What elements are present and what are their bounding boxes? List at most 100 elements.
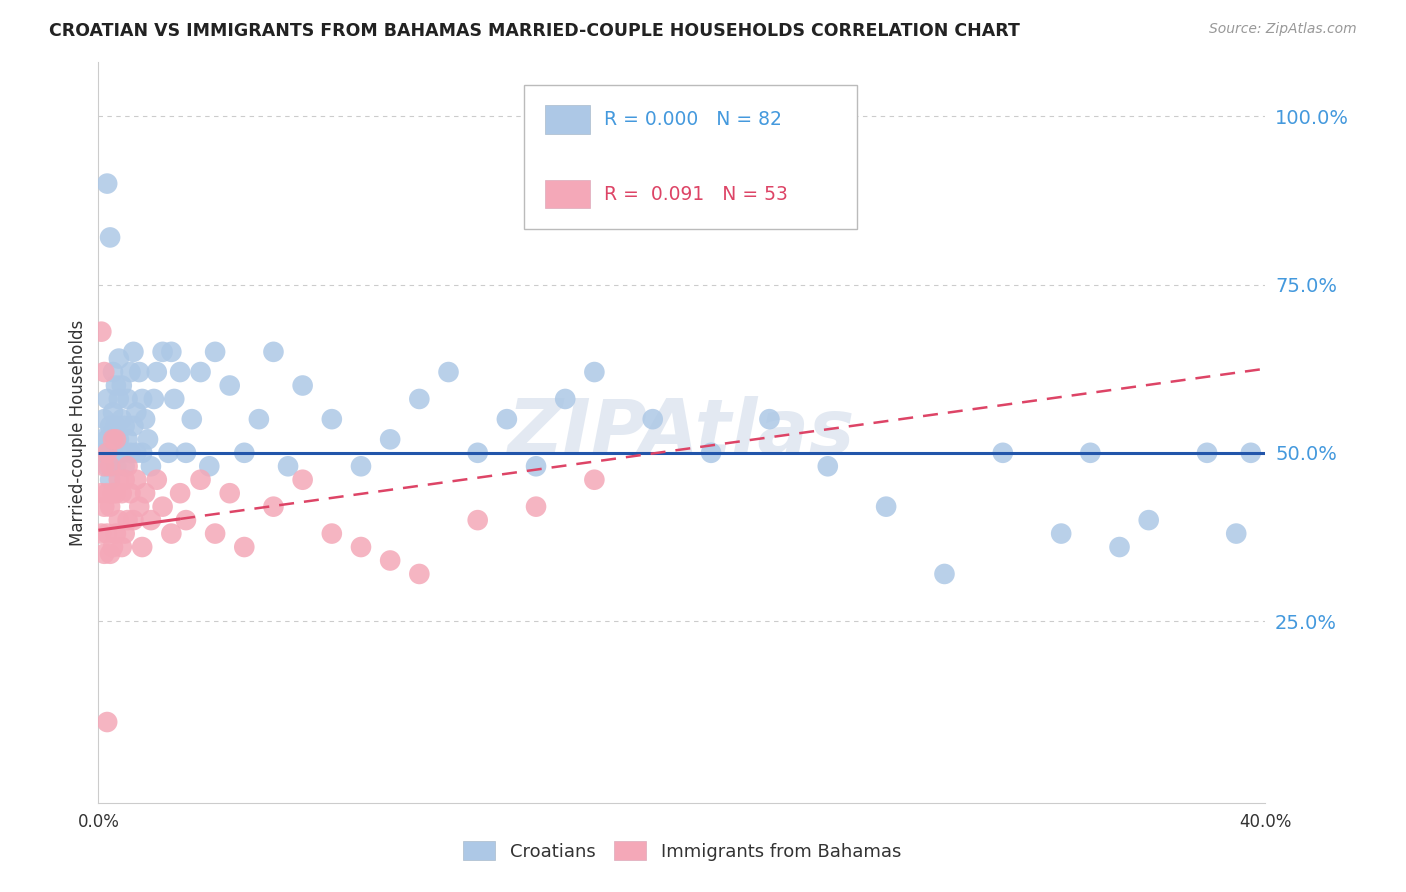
Point	[291, 378, 314, 392]
Point	[111, 446, 134, 460]
Point	[108, 473, 131, 487]
Point	[98, 500, 121, 514]
Point	[190, 473, 212, 487]
Point	[128, 365, 150, 379]
Point	[321, 526, 343, 541]
Bar	[546, 105, 589, 134]
Point	[131, 540, 153, 554]
Point	[1225, 526, 1247, 541]
Point	[93, 500, 115, 514]
Point	[169, 486, 191, 500]
Point	[380, 433, 402, 447]
Point	[1137, 513, 1160, 527]
Point	[218, 378, 240, 392]
Text: R = 0.000   N = 82: R = 0.000 N = 82	[603, 110, 782, 129]
Point	[93, 412, 115, 426]
Point	[93, 459, 115, 474]
Point	[96, 446, 118, 460]
Point	[1195, 446, 1218, 460]
Point	[90, 325, 112, 339]
Point	[583, 365, 606, 379]
Point	[98, 473, 121, 487]
Point	[233, 540, 256, 554]
Point	[262, 344, 284, 359]
Point	[174, 513, 197, 527]
Point	[114, 526, 136, 541]
Text: Source: ZipAtlas.com: Source: ZipAtlas.com	[1209, 22, 1357, 37]
Point	[641, 412, 664, 426]
Point	[104, 433, 127, 447]
Point	[98, 418, 121, 433]
Point	[98, 547, 121, 561]
Point	[204, 526, 226, 541]
Point	[131, 446, 153, 460]
Point	[247, 412, 270, 426]
Point	[117, 433, 139, 447]
Point	[125, 473, 148, 487]
Point	[108, 392, 131, 406]
Point	[233, 446, 256, 460]
Point	[96, 433, 118, 447]
Point	[160, 526, 183, 541]
Point	[117, 513, 139, 527]
Point	[291, 473, 314, 487]
Point	[408, 392, 430, 406]
Point	[114, 459, 136, 474]
Point	[108, 351, 131, 366]
Point	[139, 459, 162, 474]
Point	[93, 365, 115, 379]
Point	[120, 446, 142, 460]
Point	[120, 486, 142, 500]
Point	[350, 459, 373, 474]
Point	[101, 433, 124, 447]
Point	[125, 446, 148, 460]
Point	[160, 344, 183, 359]
Point	[700, 446, 723, 460]
Point	[104, 378, 127, 392]
Point	[142, 392, 165, 406]
Point	[101, 405, 124, 419]
Point	[218, 486, 240, 500]
Point	[134, 486, 156, 500]
FancyBboxPatch shape	[524, 85, 856, 229]
Point	[169, 365, 191, 379]
Y-axis label: Married-couple Households: Married-couple Households	[69, 319, 87, 546]
Point	[96, 177, 118, 191]
Point	[554, 392, 576, 406]
Point	[128, 500, 150, 514]
Point	[817, 459, 839, 474]
Point	[90, 433, 112, 447]
Point	[408, 566, 430, 581]
Point	[104, 486, 127, 500]
Point	[496, 412, 519, 426]
Point	[90, 486, 112, 500]
Point	[875, 500, 897, 514]
Point	[96, 459, 118, 474]
Point	[1050, 526, 1073, 541]
Point	[190, 365, 212, 379]
Point	[380, 553, 402, 567]
Point	[111, 378, 134, 392]
Point	[108, 433, 131, 447]
Point	[991, 446, 1014, 460]
Point	[96, 714, 118, 729]
Point	[96, 526, 118, 541]
Point	[157, 446, 180, 460]
Point	[277, 459, 299, 474]
Point	[117, 392, 139, 406]
Point	[90, 526, 112, 541]
Text: CROATIAN VS IMMIGRANTS FROM BAHAMAS MARRIED-COUPLE HOUSEHOLDS CORRELATION CHART: CROATIAN VS IMMIGRANTS FROM BAHAMAS MARR…	[49, 22, 1021, 40]
Point	[111, 412, 134, 426]
Point	[152, 500, 174, 514]
Bar	[546, 180, 589, 209]
Point	[204, 344, 226, 359]
Point	[262, 500, 284, 514]
Point	[98, 459, 121, 474]
Point	[108, 513, 131, 527]
Point	[98, 230, 121, 244]
Point	[104, 526, 127, 541]
Point	[104, 418, 127, 433]
Text: R =  0.091   N = 53: R = 0.091 N = 53	[603, 185, 787, 203]
Point	[524, 500, 547, 514]
Point	[136, 433, 159, 447]
